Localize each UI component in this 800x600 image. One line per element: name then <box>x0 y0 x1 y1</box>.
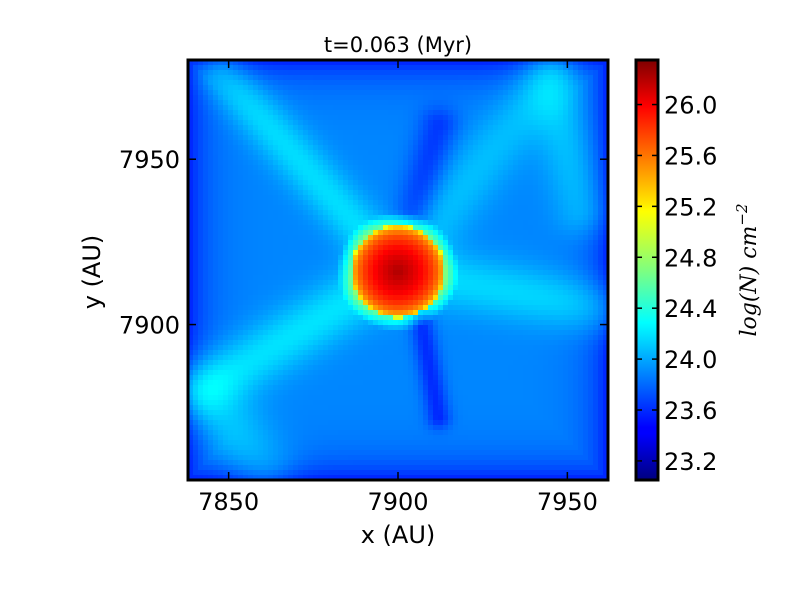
colorbar-tick-label: 23.2 <box>664 448 717 476</box>
colorbar: 23.2 23.6 24.0 24.4 24.8 25.2 25.6 26.0 log(N) … <box>634 58 762 482</box>
y-axis-label: y (AU) <box>78 235 106 310</box>
colorbar-tick-label: 25.2 <box>664 193 717 221</box>
y-axis-ticks: 7900 7950 <box>119 146 608 340</box>
colorbar-gradient <box>636 60 658 480</box>
x-tick-label: 7900 <box>367 488 428 516</box>
chart-title: t=0.063 (Myr) <box>324 33 472 57</box>
colorbar-tick-label: 23.6 <box>664 397 717 425</box>
colorbar-tick-label: 25.6 <box>664 142 717 170</box>
colorbar-tick-label: 24.4 <box>664 295 717 323</box>
x-tick-label: 7950 <box>537 488 598 516</box>
y-tick-label: 7950 <box>119 146 180 174</box>
colorbar-label: log(N) cm−2 <box>733 203 762 336</box>
heatmap <box>188 60 608 480</box>
colorbar-frame <box>634 58 660 482</box>
x-axis-label: x (AU) <box>361 521 436 549</box>
colorbar-tick-label: 26.0 <box>664 92 717 120</box>
x-tick-label: 7850 <box>198 488 259 516</box>
colorbar-tick-label: 24.8 <box>664 244 717 272</box>
heatmap-image <box>188 60 608 480</box>
colorbar-tick-label: 24.0 <box>664 346 717 374</box>
y-tick-label: 7900 <box>119 312 180 340</box>
colorbar-ticks: 23.2 23.6 24.0 24.4 24.8 25.2 25.6 26.0 <box>636 92 717 476</box>
x-axis-ticks: 7850 7900 7950 <box>198 60 598 516</box>
